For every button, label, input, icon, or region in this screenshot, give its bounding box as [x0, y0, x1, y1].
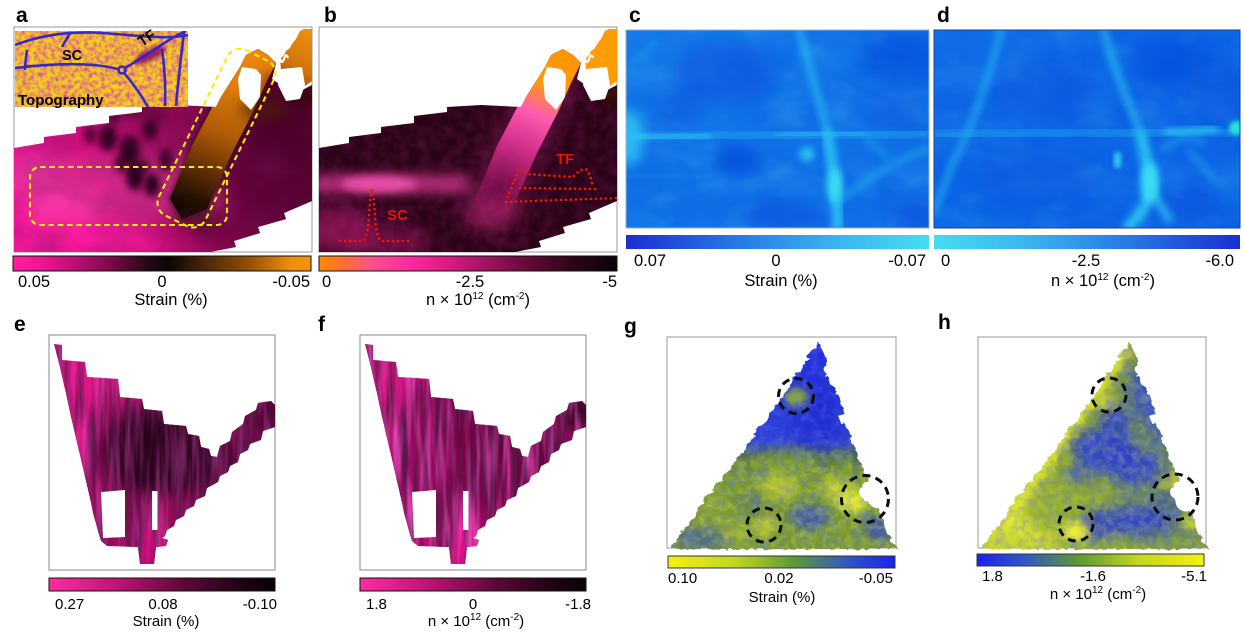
svg-text:a: a: [16, 4, 28, 27]
svg-text:0.07: 0.07: [634, 252, 666, 270]
svg-text:-2.5: -2.5: [1072, 252, 1100, 270]
svg-text:-0.07: -0.07: [888, 252, 926, 270]
svg-text:1.8: 1.8: [982, 568, 1003, 585]
svg-text:0: 0: [322, 273, 331, 291]
svg-text:0.08: 0.08: [148, 596, 177, 613]
svg-text:0: 0: [469, 596, 477, 613]
svg-text:-0.05: -0.05: [859, 570, 893, 587]
svg-text:Strain (%): Strain (%): [749, 589, 816, 606]
svg-text:-5.1: -5.1: [1181, 568, 1207, 585]
svg-text:n × 1012 (cm-2): n × 1012 (cm-2): [1050, 585, 1146, 603]
svg-text:SC: SC: [387, 207, 408, 224]
svg-text:Strain (%): Strain (%): [134, 291, 207, 309]
svg-text:h: h: [938, 311, 951, 334]
svg-text:0: 0: [157, 273, 166, 291]
svg-text:-1.6: -1.6: [1080, 568, 1106, 585]
svg-text:1.8: 1.8: [366, 596, 387, 613]
svg-text:n × 1012 (cm-2): n × 1012 (cm-2): [426, 291, 530, 309]
svg-text:-1.8: -1.8: [565, 596, 591, 613]
svg-text:f: f: [318, 313, 326, 336]
svg-text:-0.10: -0.10: [243, 596, 277, 613]
svg-text:Strain (%): Strain (%): [133, 613, 200, 630]
svg-text:-6.0: -6.0: [1206, 252, 1234, 270]
svg-text:0.02: 0.02: [764, 570, 793, 587]
svg-text:g: g: [624, 315, 637, 338]
svg-text:n × 1012 (cm-2): n × 1012 (cm-2): [428, 612, 524, 630]
svg-text:TF: TF: [556, 151, 574, 168]
svg-text:b: b: [324, 4, 337, 27]
svg-text:Strain (%): Strain (%): [744, 272, 817, 290]
svg-text:Topography: Topography: [18, 92, 104, 109]
svg-text:-5: -5: [602, 273, 617, 291]
svg-text:d: d: [937, 4, 950, 27]
svg-text:0.27: 0.27: [55, 596, 84, 613]
svg-text:0: 0: [771, 252, 780, 270]
svg-text:-0.05: -0.05: [272, 273, 310, 291]
svg-text:SC: SC: [62, 48, 83, 64]
svg-text:0: 0: [941, 252, 950, 270]
svg-text:0.05: 0.05: [18, 273, 50, 291]
svg-text:c: c: [629, 4, 641, 27]
svg-text:0.10: 0.10: [668, 570, 697, 587]
svg-text:n × 1012 (cm-2): n × 1012 (cm-2): [1051, 272, 1155, 290]
svg-text:-2.5: -2.5: [456, 273, 484, 291]
svg-text:e: e: [14, 313, 26, 336]
